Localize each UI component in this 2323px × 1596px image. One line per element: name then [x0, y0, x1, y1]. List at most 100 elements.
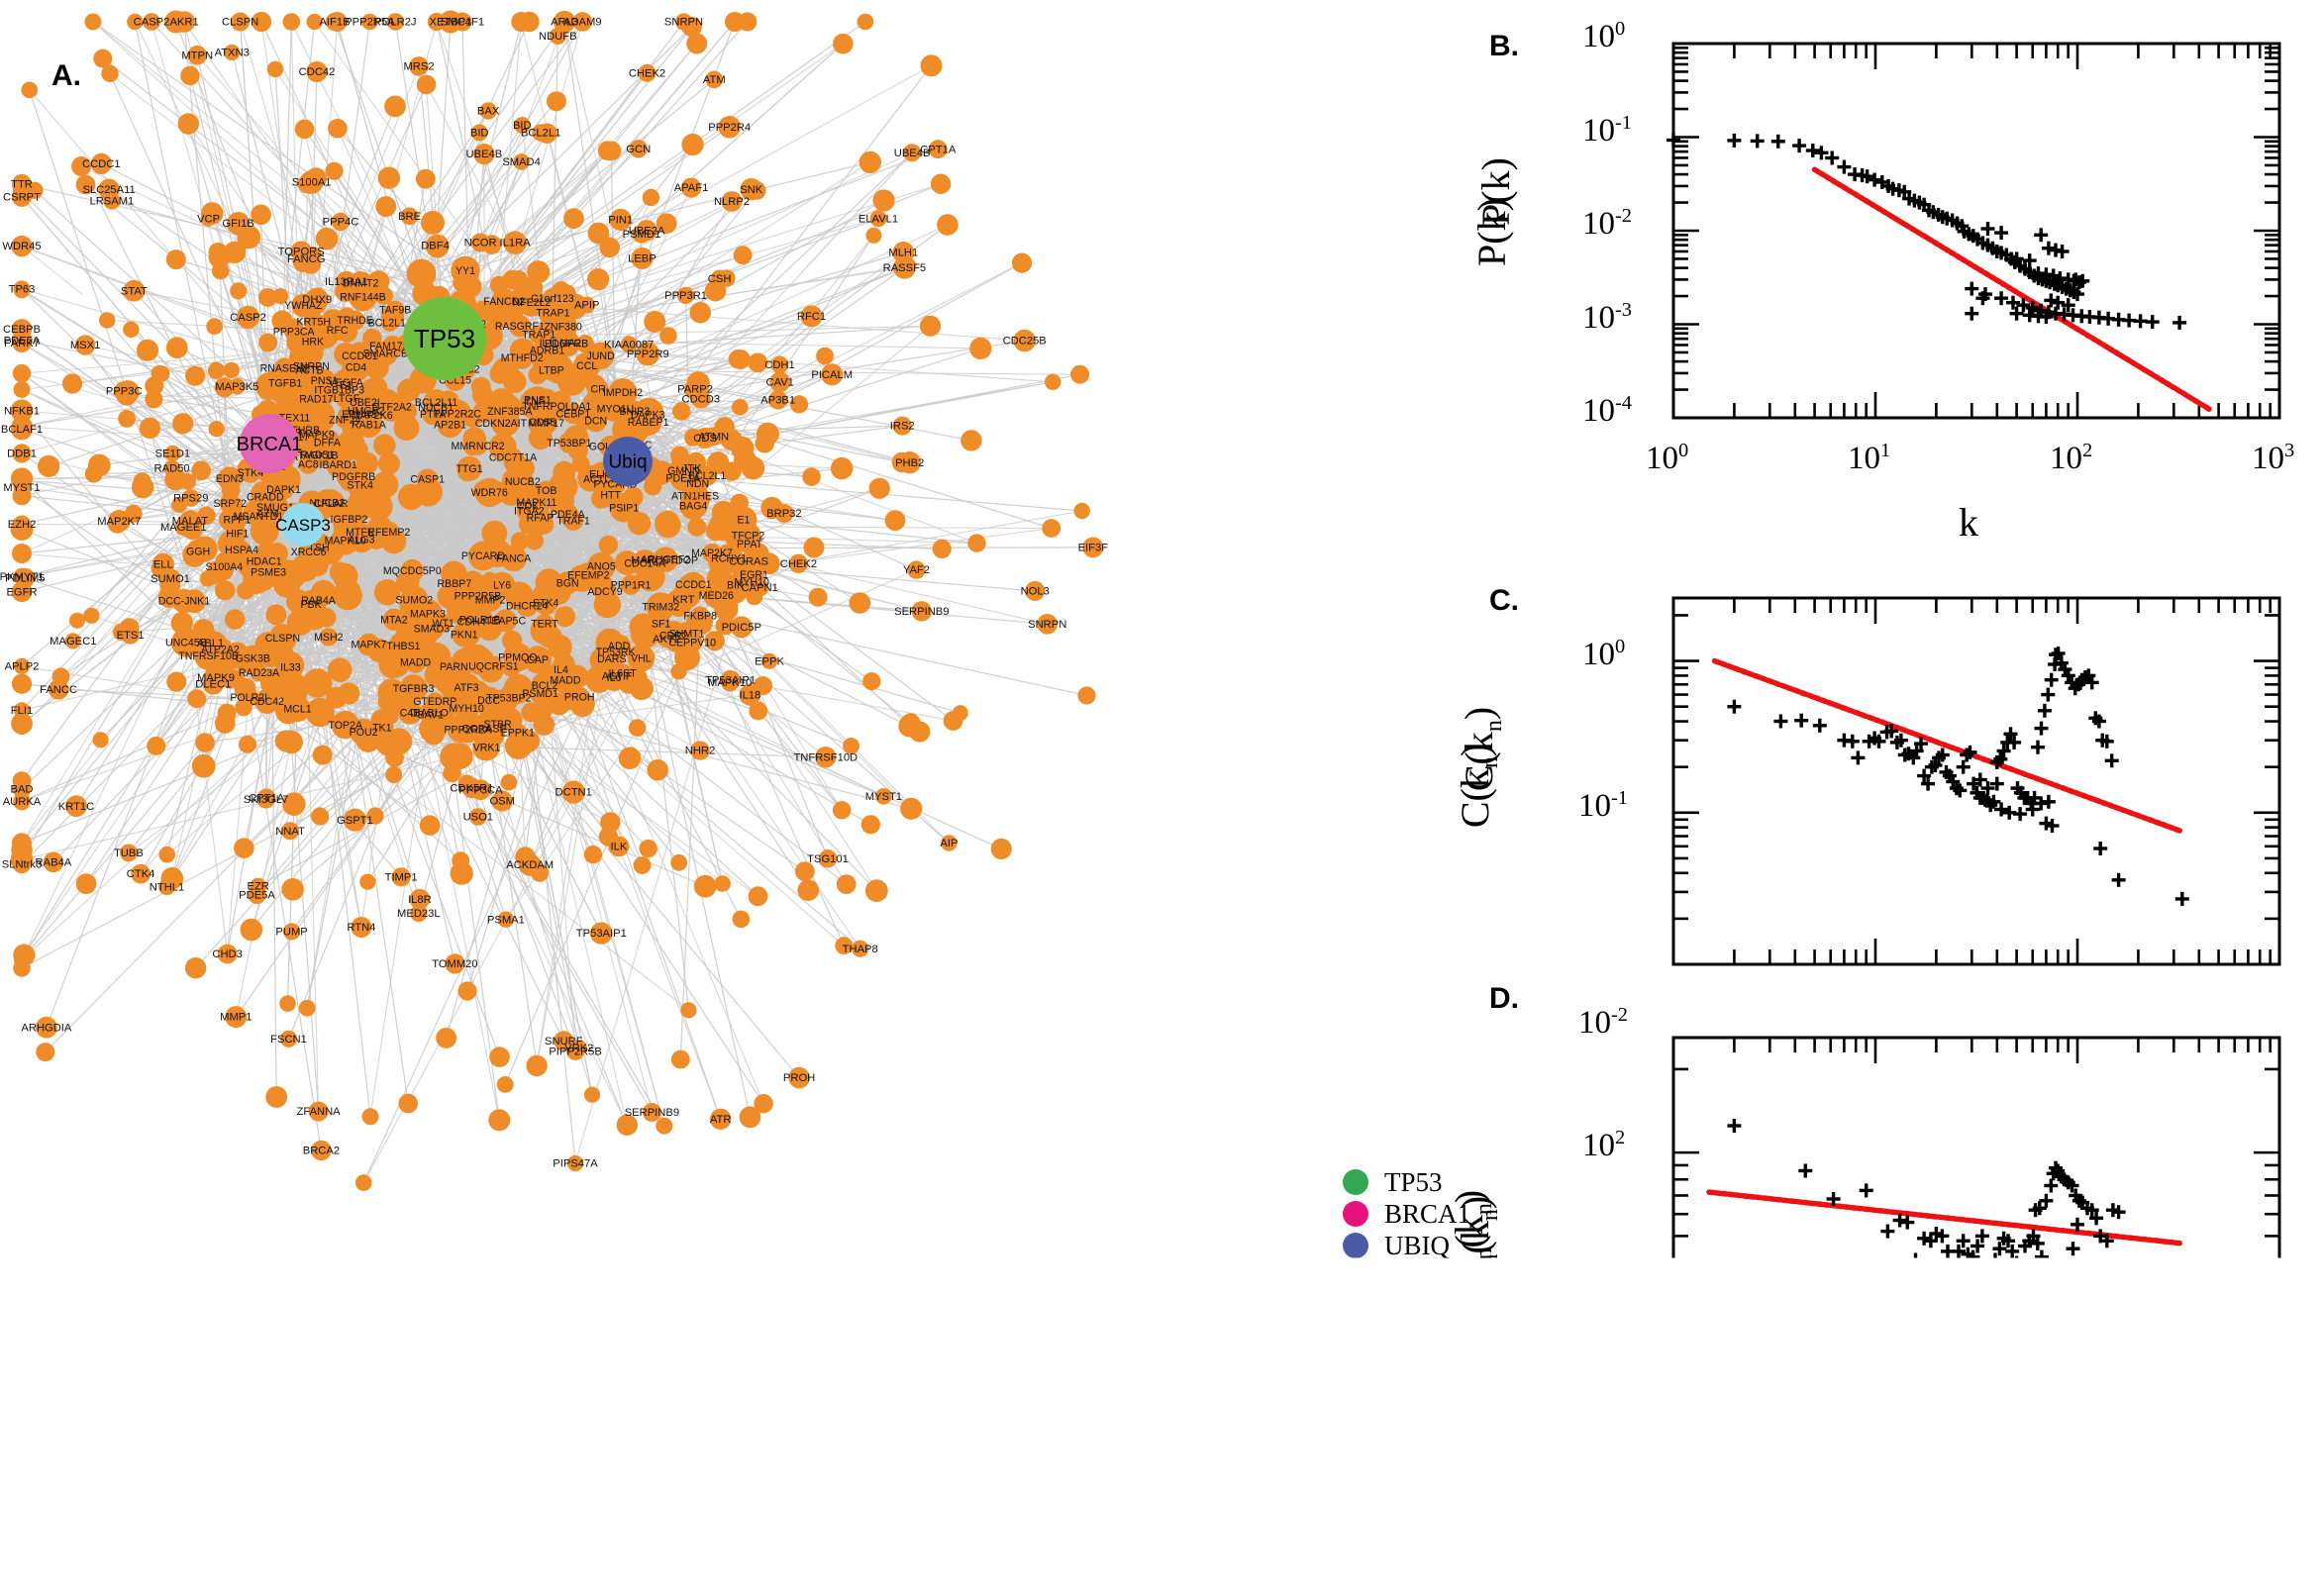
network-node[interactable]: [862, 672, 880, 690]
network-node[interactable]: [241, 919, 263, 942]
network-node[interactable]: [313, 746, 333, 765]
network-node[interactable]: [859, 151, 881, 173]
network-node[interactable]: [732, 399, 749, 416]
network-node[interactable]: [185, 366, 205, 386]
network-node[interactable]: [279, 995, 296, 1012]
network-node[interactable]: [563, 208, 584, 229]
network-node[interactable]: [681, 134, 703, 155]
network-node[interactable]: [275, 731, 297, 752]
network-node[interactable]: [62, 373, 82, 393]
network-node[interactable]: [328, 119, 348, 139]
network-node[interactable]: [147, 737, 165, 755]
network-node[interactable]: [729, 349, 748, 368]
network-node[interactable]: [599, 536, 618, 554]
network-node[interactable]: [931, 174, 951, 194]
network-node[interactable]: [311, 807, 329, 825]
network-node[interactable]: [587, 268, 609, 290]
network-node[interactable]: [285, 566, 306, 587]
network-node[interactable]: [208, 362, 225, 379]
network-node[interactable]: [865, 879, 888, 902]
network-node[interactable]: [443, 764, 461, 783]
network-node[interactable]: [526, 532, 544, 549]
network-node[interactable]: [1042, 519, 1060, 538]
network-node[interactable]: [171, 612, 193, 634]
network-node[interactable]: [572, 455, 590, 473]
network-node[interactable]: [225, 609, 245, 629]
network-node[interactable]: [497, 1076, 514, 1093]
network-node[interactable]: [460, 276, 481, 297]
network-node[interactable]: [519, 12, 540, 33]
network-node[interactable]: [224, 242, 246, 263]
network-node[interactable]: [416, 169, 436, 189]
network-node[interactable]: [224, 362, 240, 378]
network-node[interactable]: [195, 733, 215, 752]
network-node[interactable]: [76, 873, 97, 894]
network-node[interactable]: [509, 270, 528, 289]
network-node[interactable]: [385, 766, 402, 783]
network-node[interactable]: [281, 878, 304, 901]
network-node[interactable]: [295, 120, 315, 140]
network-node[interactable]: [206, 318, 223, 335]
network-node[interactable]: [534, 714, 556, 736]
network-node[interactable]: [436, 1028, 456, 1048]
network-node[interactable]: [153, 365, 170, 382]
network-node[interactable]: [230, 282, 247, 299]
network-node[interactable]: [140, 418, 160, 439]
network-node[interactable]: [283, 674, 309, 700]
network-node[interactable]: [234, 838, 254, 858]
network-node[interactable]: [218, 704, 237, 723]
network-node[interactable]: [694, 875, 717, 898]
network-node[interactable]: [803, 538, 824, 558]
network-node[interactable]: [287, 609, 314, 636]
network-node[interactable]: [909, 721, 930, 742]
network-node[interactable]: [602, 142, 622, 161]
network-node[interactable]: [809, 588, 828, 607]
network-node[interactable]: [83, 608, 99, 624]
network-node[interactable]: [488, 1109, 510, 1131]
network-node[interactable]: [378, 167, 400, 189]
network-node[interactable]: [375, 196, 396, 217]
network-node[interactable]: [643, 189, 659, 206]
network-node[interactable]: [858, 14, 874, 31]
network-node[interactable]: [687, 518, 706, 537]
network-node[interactable]: [398, 1094, 418, 1114]
network-node[interactable]: [659, 327, 677, 345]
network-node[interactable]: [629, 719, 647, 737]
network-node[interactable]: [99, 312, 115, 328]
network-node[interactable]: [969, 338, 991, 359]
network-node[interactable]: [749, 702, 767, 721]
network-node[interactable]: [166, 672, 186, 692]
network-node[interactable]: [885, 510, 906, 531]
network-node[interactable]: [833, 801, 851, 819]
network-node[interactable]: [338, 682, 359, 704]
network-node[interactable]: [12, 544, 32, 563]
network-node[interactable]: [740, 1106, 761, 1128]
network-node[interactable]: [639, 840, 656, 857]
network-node[interactable]: [14, 951, 30, 967]
network-node[interactable]: [873, 189, 895, 211]
network-node[interactable]: [421, 211, 445, 235]
network-node[interactable]: [373, 434, 396, 456]
network-node[interactable]: [384, 96, 406, 118]
network-node[interactable]: [865, 228, 881, 244]
network-node[interactable]: [742, 456, 765, 480]
network-node[interactable]: [178, 113, 199, 134]
network-node[interactable]: [118, 410, 136, 428]
network-node[interactable]: [584, 1087, 600, 1103]
network-node[interactable]: [967, 534, 985, 551]
network-node[interactable]: [526, 1055, 547, 1076]
network-node[interactable]: [656, 1118, 672, 1135]
network-node[interactable]: [900, 798, 922, 820]
network-node[interactable]: [547, 91, 566, 111]
network-node[interactable]: [137, 340, 158, 361]
network-node[interactable]: [12, 833, 32, 852]
network-node[interactable]: [680, 1002, 696, 1018]
network-node[interactable]: [991, 839, 1012, 859]
network-node[interactable]: [21, 82, 38, 99]
network-node[interactable]: [378, 452, 400, 474]
network-node[interactable]: [452, 851, 469, 869]
network-node[interactable]: [671, 1050, 690, 1069]
network-node[interactable]: [471, 377, 491, 397]
network-node[interactable]: [12, 674, 32, 694]
network-node[interactable]: [1077, 686, 1095, 704]
